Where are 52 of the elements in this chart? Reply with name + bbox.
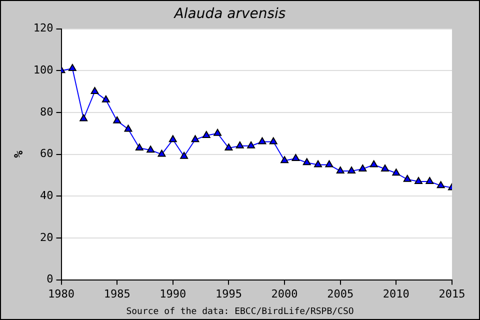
y-tick-label: 80 [40,105,54,118]
y-tick-label: 60 [40,147,54,160]
point [426,176,434,184]
point [80,114,88,122]
y-tick-label: 0 [46,272,54,286]
point [113,116,122,124]
point [381,164,389,172]
point [302,158,311,166]
source-note: Source of the data: EBCC/BirdLife/RSPB/CSO [126,306,354,317]
y-tick-label: 20 [40,230,54,244]
x-tick-label: 1990 [160,287,186,300]
point [102,95,110,102]
point [247,141,256,148]
point [168,135,177,142]
point [348,166,356,174]
point [392,168,400,176]
x-tick-label: 1985 [104,287,130,300]
point [358,164,367,172]
point [146,146,155,153]
x-tick-label: 2015 [438,287,466,300]
point [314,160,322,168]
point [158,150,166,157]
point [258,137,266,144]
x-tick-label: 2010 [382,287,410,300]
point [269,137,278,144]
point [336,166,344,174]
chart-title: Alauda arvensis [173,6,286,22]
point [403,174,412,182]
point [214,128,222,136]
point [236,141,244,148]
x-tick-label: 1980 [48,287,75,300]
point [124,124,132,132]
x-tick-label: 2005 [327,287,354,300]
point [370,160,378,168]
point [90,87,99,94]
point [224,144,233,151]
y-tick-label: 100 [33,63,54,76]
y-tick-label: 120 [33,22,54,35]
point [280,156,289,164]
point [202,130,210,138]
point [68,64,76,72]
point [191,135,200,142]
x-tick-label: 1995 [215,287,242,300]
y-axis-title: % [11,150,26,158]
point [414,176,422,184]
x-tick-label: 2000 [271,287,298,300]
point [292,154,300,161]
point [135,144,144,151]
point [436,181,445,188]
y-tick-label: 40 [40,188,54,202]
point [180,152,188,159]
point [325,160,334,168]
